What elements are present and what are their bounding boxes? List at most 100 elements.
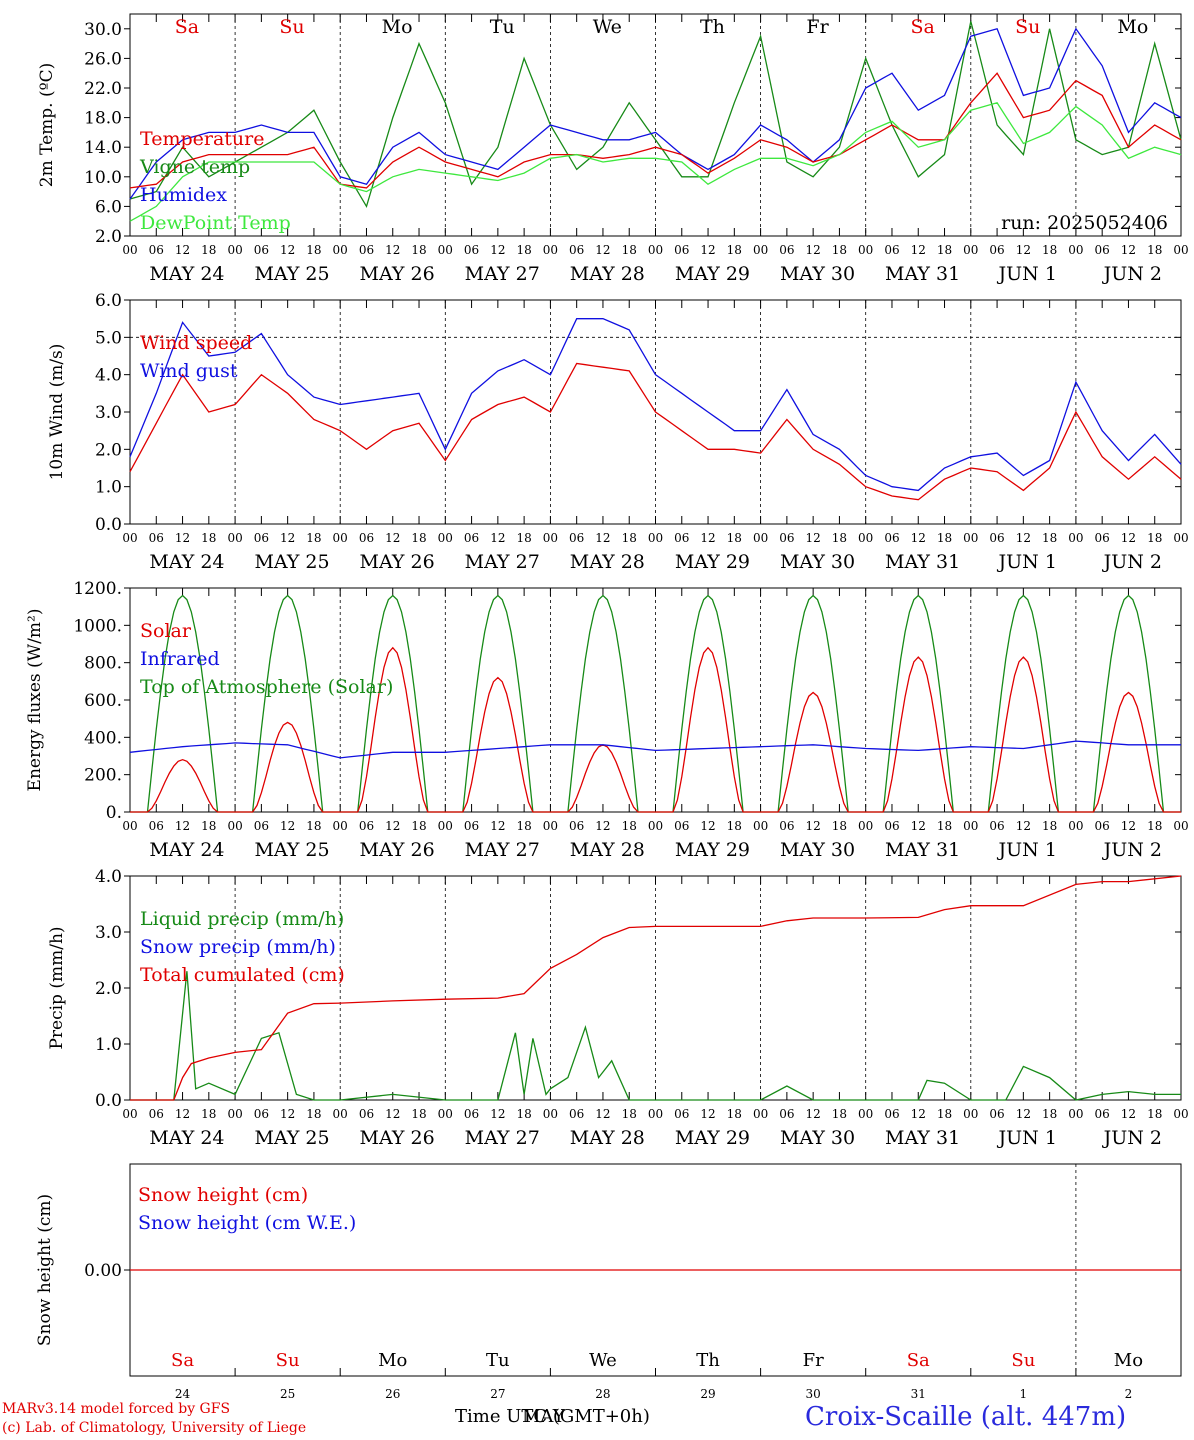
hour-label-3-222: 06 [1095, 1107, 1110, 1121]
date-label-0-6: MAY 30 [780, 263, 855, 285]
date-label-1-5: MAY 29 [675, 551, 750, 573]
hour-label-1-126: 06 [674, 531, 689, 545]
weekday-top-9: Mo [1117, 16, 1148, 38]
series-line-solar [130, 646, 1181, 813]
hour-label-0-174: 06 [884, 243, 899, 257]
date-label-1-2: MAY 26 [360, 551, 435, 573]
day-number-5: 29 [700, 1387, 715, 1401]
hour-label-3-192: 00 [963, 1107, 978, 1121]
date-label-2-0: MAY 24 [149, 839, 224, 861]
y-tick-label-1-1: 1.0 [95, 478, 122, 498]
date-label-0-1: MAY 25 [254, 263, 329, 285]
lab-credit: (c) Lab. of Climatology, University of L… [2, 1420, 307, 1436]
y-tick-label-0-3: 14.0 [84, 138, 122, 158]
hour-label-2-210: 18 [1042, 819, 1057, 833]
hour-label-1-60: 12 [385, 531, 400, 545]
panel-frame-2 [129, 587, 1182, 813]
weekday-bottom-9: Mo [1114, 1350, 1143, 1371]
legend-3-1: Snow precip (mm/h) [140, 936, 336, 958]
hour-label-2-150: 06 [779, 819, 794, 833]
legend-3-2: Total cumulated (cm) [140, 964, 345, 986]
y-tick-label-2-0: 0. [106, 803, 122, 823]
y-tick-label-2-3: 600. [84, 691, 122, 711]
hour-label-0-48: 00 [333, 243, 348, 257]
hour-label-0-24: 00 [227, 243, 242, 257]
date-label-1-6: MAY 30 [780, 551, 855, 573]
hour-label-0-240: 00 [1173, 243, 1188, 257]
weekday-bottom-0: Sa [171, 1350, 194, 1371]
hour-label-0-168: 00 [858, 243, 873, 257]
hour-label-1-0: 00 [122, 531, 137, 545]
hour-label-1-102: 06 [569, 531, 584, 545]
hour-label-2-234: 18 [1147, 819, 1162, 833]
hour-label-2-0: 00 [122, 819, 137, 833]
hour-label-1-240: 00 [1173, 531, 1188, 545]
date-label-1-0: MAY 24 [149, 551, 224, 573]
day-number-2: 26 [385, 1387, 400, 1401]
hour-label-0-36: 12 [280, 243, 295, 257]
y-tick-label-1-0: 0.0 [95, 515, 122, 535]
hour-label-3-114: 18 [622, 1107, 637, 1121]
y-tick-label-2-6: 1200. [73, 579, 122, 599]
hour-label-2-54: 06 [359, 819, 374, 833]
hour-label-0-150: 06 [779, 243, 794, 257]
series-line-temp-2 [129, 72, 1182, 189]
weekday-top-3: Tu [490, 16, 515, 38]
hour-label-2-222: 06 [1095, 819, 1110, 833]
series-line-precip-1 [130, 875, 1182, 1101]
hour-label-0-0: 00 [122, 243, 137, 257]
legend-0-1: Vigne temp [139, 156, 250, 178]
hour-label-0-66: 18 [411, 243, 426, 257]
y-tick-label-0-1: 6.0 [95, 197, 122, 217]
hour-label-3-240: 00 [1173, 1107, 1188, 1121]
hour-label-3-12: 12 [175, 1107, 190, 1121]
hour-label-2-168: 00 [858, 819, 873, 833]
y-tick-label-0-2: 10.0 [84, 168, 122, 188]
date-label-2-4: MAY 28 [570, 839, 645, 861]
hour-label-1-132: 12 [700, 531, 715, 545]
hour-label-1-30: 06 [254, 531, 269, 545]
hour-label-0-192: 00 [963, 243, 978, 257]
y-tick-label-0-6: 26.0 [84, 49, 122, 69]
hour-label-2-72: 00 [438, 819, 453, 833]
day-number-9: 2 [1125, 1387, 1133, 1401]
y-tick-label-3-3: 3.0 [95, 923, 122, 943]
hour-label-1-6: 06 [149, 531, 164, 545]
date-label-3-6: MAY 30 [780, 1127, 855, 1149]
hour-label-3-18: 18 [201, 1107, 216, 1121]
hour-label-0-90: 18 [516, 243, 531, 257]
hour-label-1-36: 12 [280, 531, 295, 545]
hour-label-0-30: 06 [254, 243, 269, 257]
date-label-1-9: JUN 2 [1102, 551, 1162, 573]
time-axis-overlap: MAY [522, 1406, 565, 1427]
date-label-3-1: MAY 25 [254, 1127, 329, 1149]
hour-label-2-120: 00 [648, 819, 663, 833]
hour-label-1-144: 00 [753, 531, 768, 545]
day-number-7: 31 [911, 1387, 926, 1401]
day-number-8: 1 [1020, 1387, 1028, 1401]
hour-label-1-234: 18 [1147, 531, 1162, 545]
legend-4-0: Snow height (cm) [138, 1184, 308, 1206]
hour-label-3-78: 06 [464, 1107, 479, 1121]
weekday-bottom-2: Mo [378, 1350, 407, 1371]
y-tick-label-1-6: 6.0 [95, 291, 122, 311]
hour-label-3-144: 00 [753, 1107, 768, 1121]
date-label-3-3: MAY 27 [465, 1127, 540, 1149]
date-label-3-0: MAY 24 [149, 1127, 224, 1149]
date-label-3-5: MAY 29 [675, 1127, 750, 1149]
hour-label-2-162: 18 [832, 819, 847, 833]
series-line-temp-0 [129, 21, 1182, 209]
series-line-temp-1 [129, 27, 1182, 200]
y-tick-label-0-7: 30.0 [84, 20, 122, 40]
hour-label-3-138: 18 [727, 1107, 742, 1121]
y-axis-label-3: Precip (mm/h) [47, 926, 67, 1049]
hour-label-1-96: 00 [543, 531, 558, 545]
hour-label-0-72: 00 [438, 243, 453, 257]
date-label-3-2: MAY 26 [360, 1127, 435, 1149]
hour-label-2-66: 18 [411, 819, 426, 833]
date-label-0-8: JUN 1 [997, 263, 1057, 285]
hour-label-0-42: 18 [306, 243, 321, 257]
y-tick-label-2-2: 400. [84, 728, 122, 748]
weekday-bottom-8: Su [1011, 1350, 1035, 1371]
y-tick-label-2-1: 200. [84, 766, 122, 786]
